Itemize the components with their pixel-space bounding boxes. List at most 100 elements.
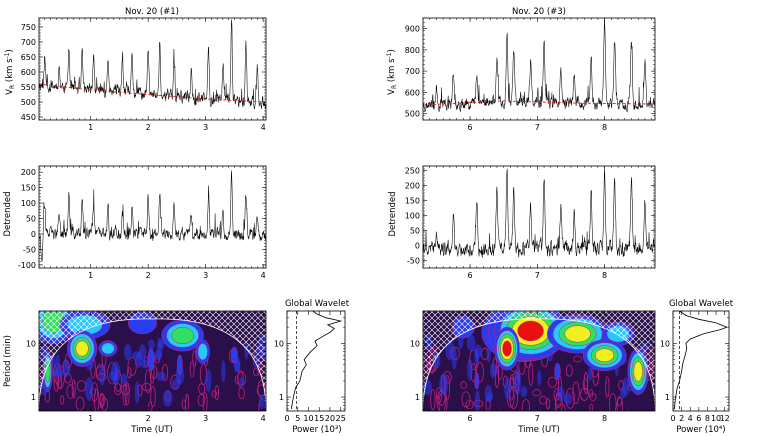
v1-ytick-label: 500 <box>21 98 36 107</box>
v2-series-trend <box>422 100 656 106</box>
v1-ytick-label: 700 <box>21 38 36 47</box>
w2-power-blob <box>466 334 476 352</box>
w1-contour <box>211 390 217 398</box>
w1-image <box>39 311 266 411</box>
ylabel-vr-2: VR (km s-1) <box>386 49 398 95</box>
v1-xtick-label: 2 <box>146 123 151 132</box>
d2-xtick-label: 6 <box>468 271 473 280</box>
w1-power-blob <box>62 359 71 378</box>
w1-power-blob <box>154 350 163 361</box>
d2-ytick-label: 250 <box>405 167 420 176</box>
w1-contour <box>124 381 130 406</box>
d1-ytick-label: -50 <box>23 245 36 254</box>
w1-contour <box>147 401 153 411</box>
ylabel-detrended-1: Detrended <box>3 191 13 236</box>
v2-ytick-label: 700 <box>405 67 420 76</box>
g1-xtick-label: 25 <box>336 414 346 423</box>
g2-xtick-label: 12 <box>720 414 730 423</box>
w1-contour <box>100 397 109 411</box>
w1-contour <box>238 386 245 400</box>
d2-ytick-label: 150 <box>405 197 420 206</box>
w1-power-blob <box>163 389 173 407</box>
w1-power-blob <box>239 376 245 387</box>
v1-ytick-label: 550 <box>21 83 36 92</box>
g1-xtick-label: 0 <box>284 414 289 423</box>
w1-contour <box>120 384 131 395</box>
w1-contour <box>202 391 208 411</box>
g2-frame <box>672 310 730 412</box>
w1-power-blob <box>156 371 166 382</box>
g2-xtick-label: 0 <box>670 414 675 423</box>
w2-contour <box>528 362 534 386</box>
d2-ytick-label: 50 <box>410 227 420 236</box>
v2-xtick-label: 6 <box>468 123 473 132</box>
d2-frame <box>422 165 656 269</box>
w2-contour <box>465 399 474 410</box>
w2-frame <box>422 310 656 412</box>
wavelet-spectrum-2: 6 7 8 1 10 <box>410 310 656 423</box>
w2-contour <box>605 376 610 398</box>
w1-frame <box>38 310 267 412</box>
title-global-wavelet-2: Global Wavelet <box>669 299 734 309</box>
d2-axes: 6 7 8 -50 0 50 100 150 200 250 <box>405 165 656 280</box>
w2-contour <box>460 381 467 389</box>
v1-axes: 1 2 3 4 450 500 550 600 650 700 750 <box>21 17 267 132</box>
d1-xtick-label: 4 <box>261 271 266 280</box>
w2-power-blob <box>439 373 449 396</box>
w2-xtick-label: 6 <box>468 414 473 423</box>
w2-image <box>423 311 655 411</box>
w2-cone-of-influence <box>423 311 655 411</box>
w2-contour <box>509 374 515 388</box>
v2-series-trace <box>422 19 656 113</box>
w1-contour <box>126 367 132 379</box>
xlabel-time-1: Time (UT) <box>130 425 173 435</box>
d2-ytick-label: -50 <box>407 257 420 266</box>
w2-contour <box>608 392 617 411</box>
w2-power-blob <box>474 390 481 411</box>
w2-power-blob <box>466 358 473 381</box>
w1-contour <box>150 385 156 408</box>
w1-contour <box>234 375 239 384</box>
w1-power-blob <box>158 340 165 349</box>
w1-power-blob <box>54 368 64 379</box>
w2-power-blob <box>489 362 498 379</box>
w1-contour <box>99 393 106 407</box>
d1-xtick-label: 3 <box>203 271 208 280</box>
w1-contour <box>185 393 190 411</box>
g2-xtick-label: 8 <box>705 414 710 423</box>
w1-contour <box>144 369 152 394</box>
v2-ytick-label: 600 <box>405 88 420 97</box>
w1-power-blob <box>98 364 105 386</box>
d1-ytick-label: 200 <box>21 168 36 177</box>
v1-frame <box>38 17 267 121</box>
w1-contour <box>127 357 137 377</box>
v2-ytick-label: 500 <box>405 110 420 119</box>
g1-xtick-label: 20 <box>325 414 335 423</box>
w2-contour <box>583 371 589 395</box>
w2-power-blob <box>504 377 511 400</box>
g2-xtick-label: 4 <box>688 414 693 423</box>
w2-power-blob <box>556 386 565 402</box>
w2-power-blob <box>520 386 528 398</box>
w1-ytick-label: 1 <box>31 393 36 402</box>
title-nov20-3: Nov. 20 (#3) <box>512 7 566 17</box>
d1-ytick-label: -100 <box>18 261 36 270</box>
w2-contour <box>532 389 542 397</box>
ylabel-vr-1: VR (km s-1) <box>4 49 16 95</box>
w2-power-blue <box>474 372 480 390</box>
w2-xtick-label: 7 <box>535 414 540 423</box>
v1-ytick-label: 450 <box>21 113 36 122</box>
w2-power-red <box>502 340 512 357</box>
d2-ytick-label: 100 <box>405 212 420 221</box>
w2-ytick-label: 1 <box>415 393 420 402</box>
w1-xtick-label: 1 <box>88 414 93 423</box>
w1-contour <box>93 388 100 411</box>
w2-contour <box>573 355 582 363</box>
g2-xtick-label: 10 <box>711 414 721 423</box>
w2-contour <box>616 397 624 411</box>
w1-contour <box>66 384 75 399</box>
w1-contour <box>71 379 76 399</box>
